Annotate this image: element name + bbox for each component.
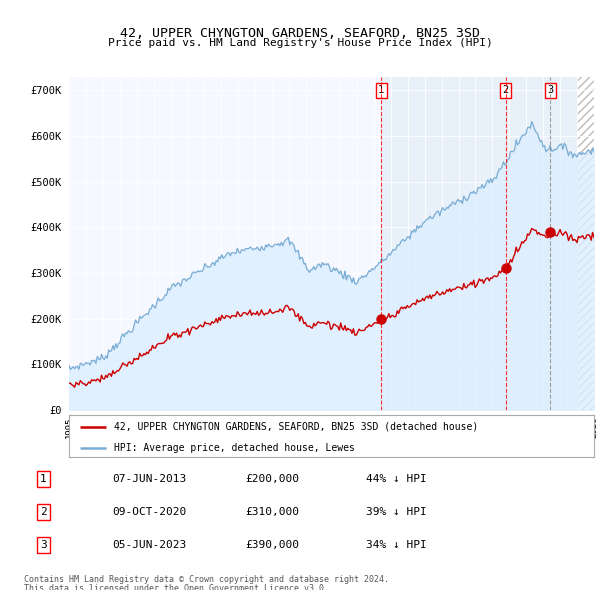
Text: £310,000: £310,000 <box>245 507 299 517</box>
Text: 3: 3 <box>547 86 554 96</box>
Text: 44% ↓ HPI: 44% ↓ HPI <box>366 474 427 484</box>
Text: 09-OCT-2020: 09-OCT-2020 <box>112 507 187 517</box>
Text: 1: 1 <box>378 86 385 96</box>
Text: This data is licensed under the Open Government Licence v3.0.: This data is licensed under the Open Gov… <box>24 584 329 590</box>
Text: Contains HM Land Registry data © Crown copyright and database right 2024.: Contains HM Land Registry data © Crown c… <box>24 575 389 584</box>
Text: 39% ↓ HPI: 39% ↓ HPI <box>366 507 427 517</box>
Bar <box>577 77 594 410</box>
Text: £390,000: £390,000 <box>245 540 299 550</box>
Text: 05-JUN-2023: 05-JUN-2023 <box>112 540 187 550</box>
Bar <box>381 77 577 410</box>
Text: 3: 3 <box>40 540 47 550</box>
Text: £200,000: £200,000 <box>245 474 299 484</box>
Text: 42, UPPER CHYNGTON GARDENS, SEAFORD, BN25 3SD: 42, UPPER CHYNGTON GARDENS, SEAFORD, BN2… <box>120 27 480 40</box>
Text: Price paid vs. HM Land Registry's House Price Index (HPI): Price paid vs. HM Land Registry's House … <box>107 38 493 48</box>
Text: HPI: Average price, detached house, Lewes: HPI: Average price, detached house, Lewe… <box>113 443 355 453</box>
Text: 2: 2 <box>502 86 509 96</box>
Text: 42, UPPER CHYNGTON GARDENS, SEAFORD, BN25 3SD (detached house): 42, UPPER CHYNGTON GARDENS, SEAFORD, BN2… <box>113 422 478 432</box>
Text: 1: 1 <box>40 474 47 484</box>
Text: 2: 2 <box>40 507 47 517</box>
Text: 34% ↓ HPI: 34% ↓ HPI <box>366 540 427 550</box>
Text: 07-JUN-2013: 07-JUN-2013 <box>112 474 187 484</box>
